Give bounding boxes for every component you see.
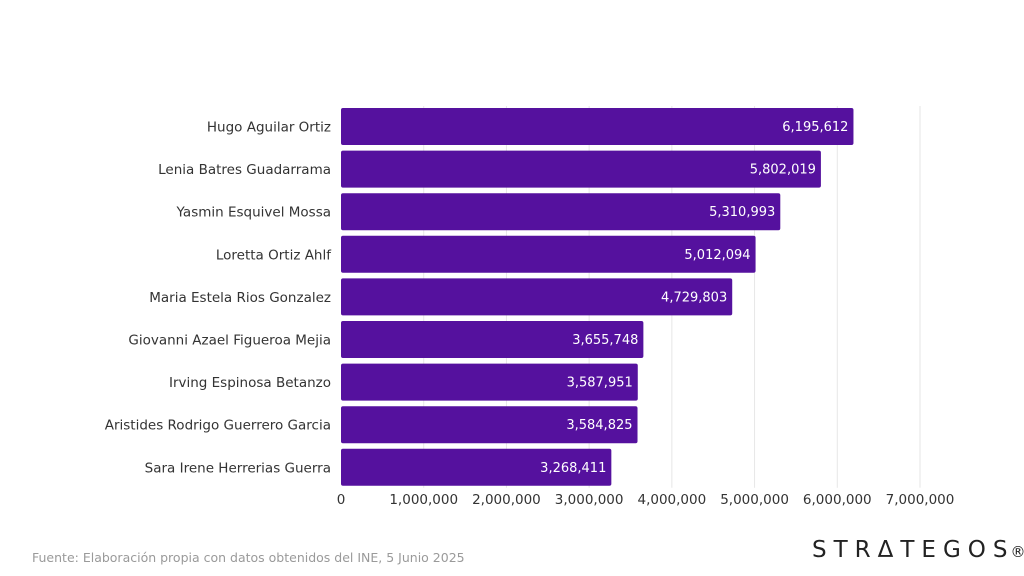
bar-value-label: 5,310,993 [709, 205, 775, 220]
category-labels: Hugo Aguilar Ortiz Lenia Batres Guadarram… [105, 120, 333, 477]
category-label: Hugo Aguilar Ortiz [207, 120, 331, 136]
bars: 6,195,612 5,802,019 5,310,993 5,012,094 4,72… [341, 108, 854, 486]
bar [341, 448, 612, 486]
bar [341, 235, 756, 273]
bar-value-label: 3,268,411 [540, 461, 606, 476]
bar [341, 150, 821, 188]
x-tick-label: 3,000,000 [555, 492, 624, 508]
bar [341, 108, 854, 145]
bar-value-label: 6,195,612 [782, 120, 848, 135]
strategos-logo: STRΔTEGOS® [812, 537, 1024, 563]
x-tick-label: 6,000,000 [803, 492, 872, 508]
category-label: Lenia Batres Guadarrama [158, 162, 331, 178]
bar [341, 193, 781, 231]
category-label: Yasmin Esquivel Mossa [176, 205, 331, 221]
category-label: Loretta Ortiz Ahlf [216, 247, 332, 263]
x-tick-label: 7,000,000 [886, 492, 955, 508]
bar-value-label: 3,584,825 [566, 418, 632, 433]
bar [341, 321, 644, 358]
registered-mark: ® [1010, 543, 1024, 561]
x-tick-label: 1,000,000 [389, 492, 458, 508]
bar-value-label: 5,012,094 [684, 248, 750, 263]
bar [341, 406, 638, 444]
x-tick-label: 2,000,000 [472, 492, 541, 508]
x-tick-label: 4,000,000 [637, 492, 706, 508]
category-label: Giovanni Azael Figueroa Mejia [128, 333, 331, 349]
logo-text: STRΔTEGOS [812, 537, 1015, 563]
category-label: Maria Estela Rios Gonzalez [149, 290, 331, 306]
category-label: Irving Espinosa Betanzo [169, 375, 331, 391]
source-note: Fuente: Elaboración propia con datos obt… [32, 550, 465, 565]
x-tick-label: 0 [337, 492, 346, 508]
bar-value-label: 3,655,748 [572, 333, 638, 348]
bar [341, 278, 733, 316]
category-label: Aristides Rodrigo Guerrero Garcia [105, 418, 331, 434]
x-tick-label: 5,000,000 [720, 492, 789, 508]
category-label: Sara Irene Herrerias Guerra [145, 460, 331, 476]
bar-value-label: 3,587,951 [567, 376, 633, 391]
bar-value-label: 4,729,803 [661, 290, 727, 305]
bar-value-label: 5,802,019 [750, 163, 816, 178]
x-axis-tick-labels: 0 1,000,000 2,000,000 3,000,000 4,000,000 5,0… [337, 492, 955, 508]
bar [341, 363, 638, 401]
